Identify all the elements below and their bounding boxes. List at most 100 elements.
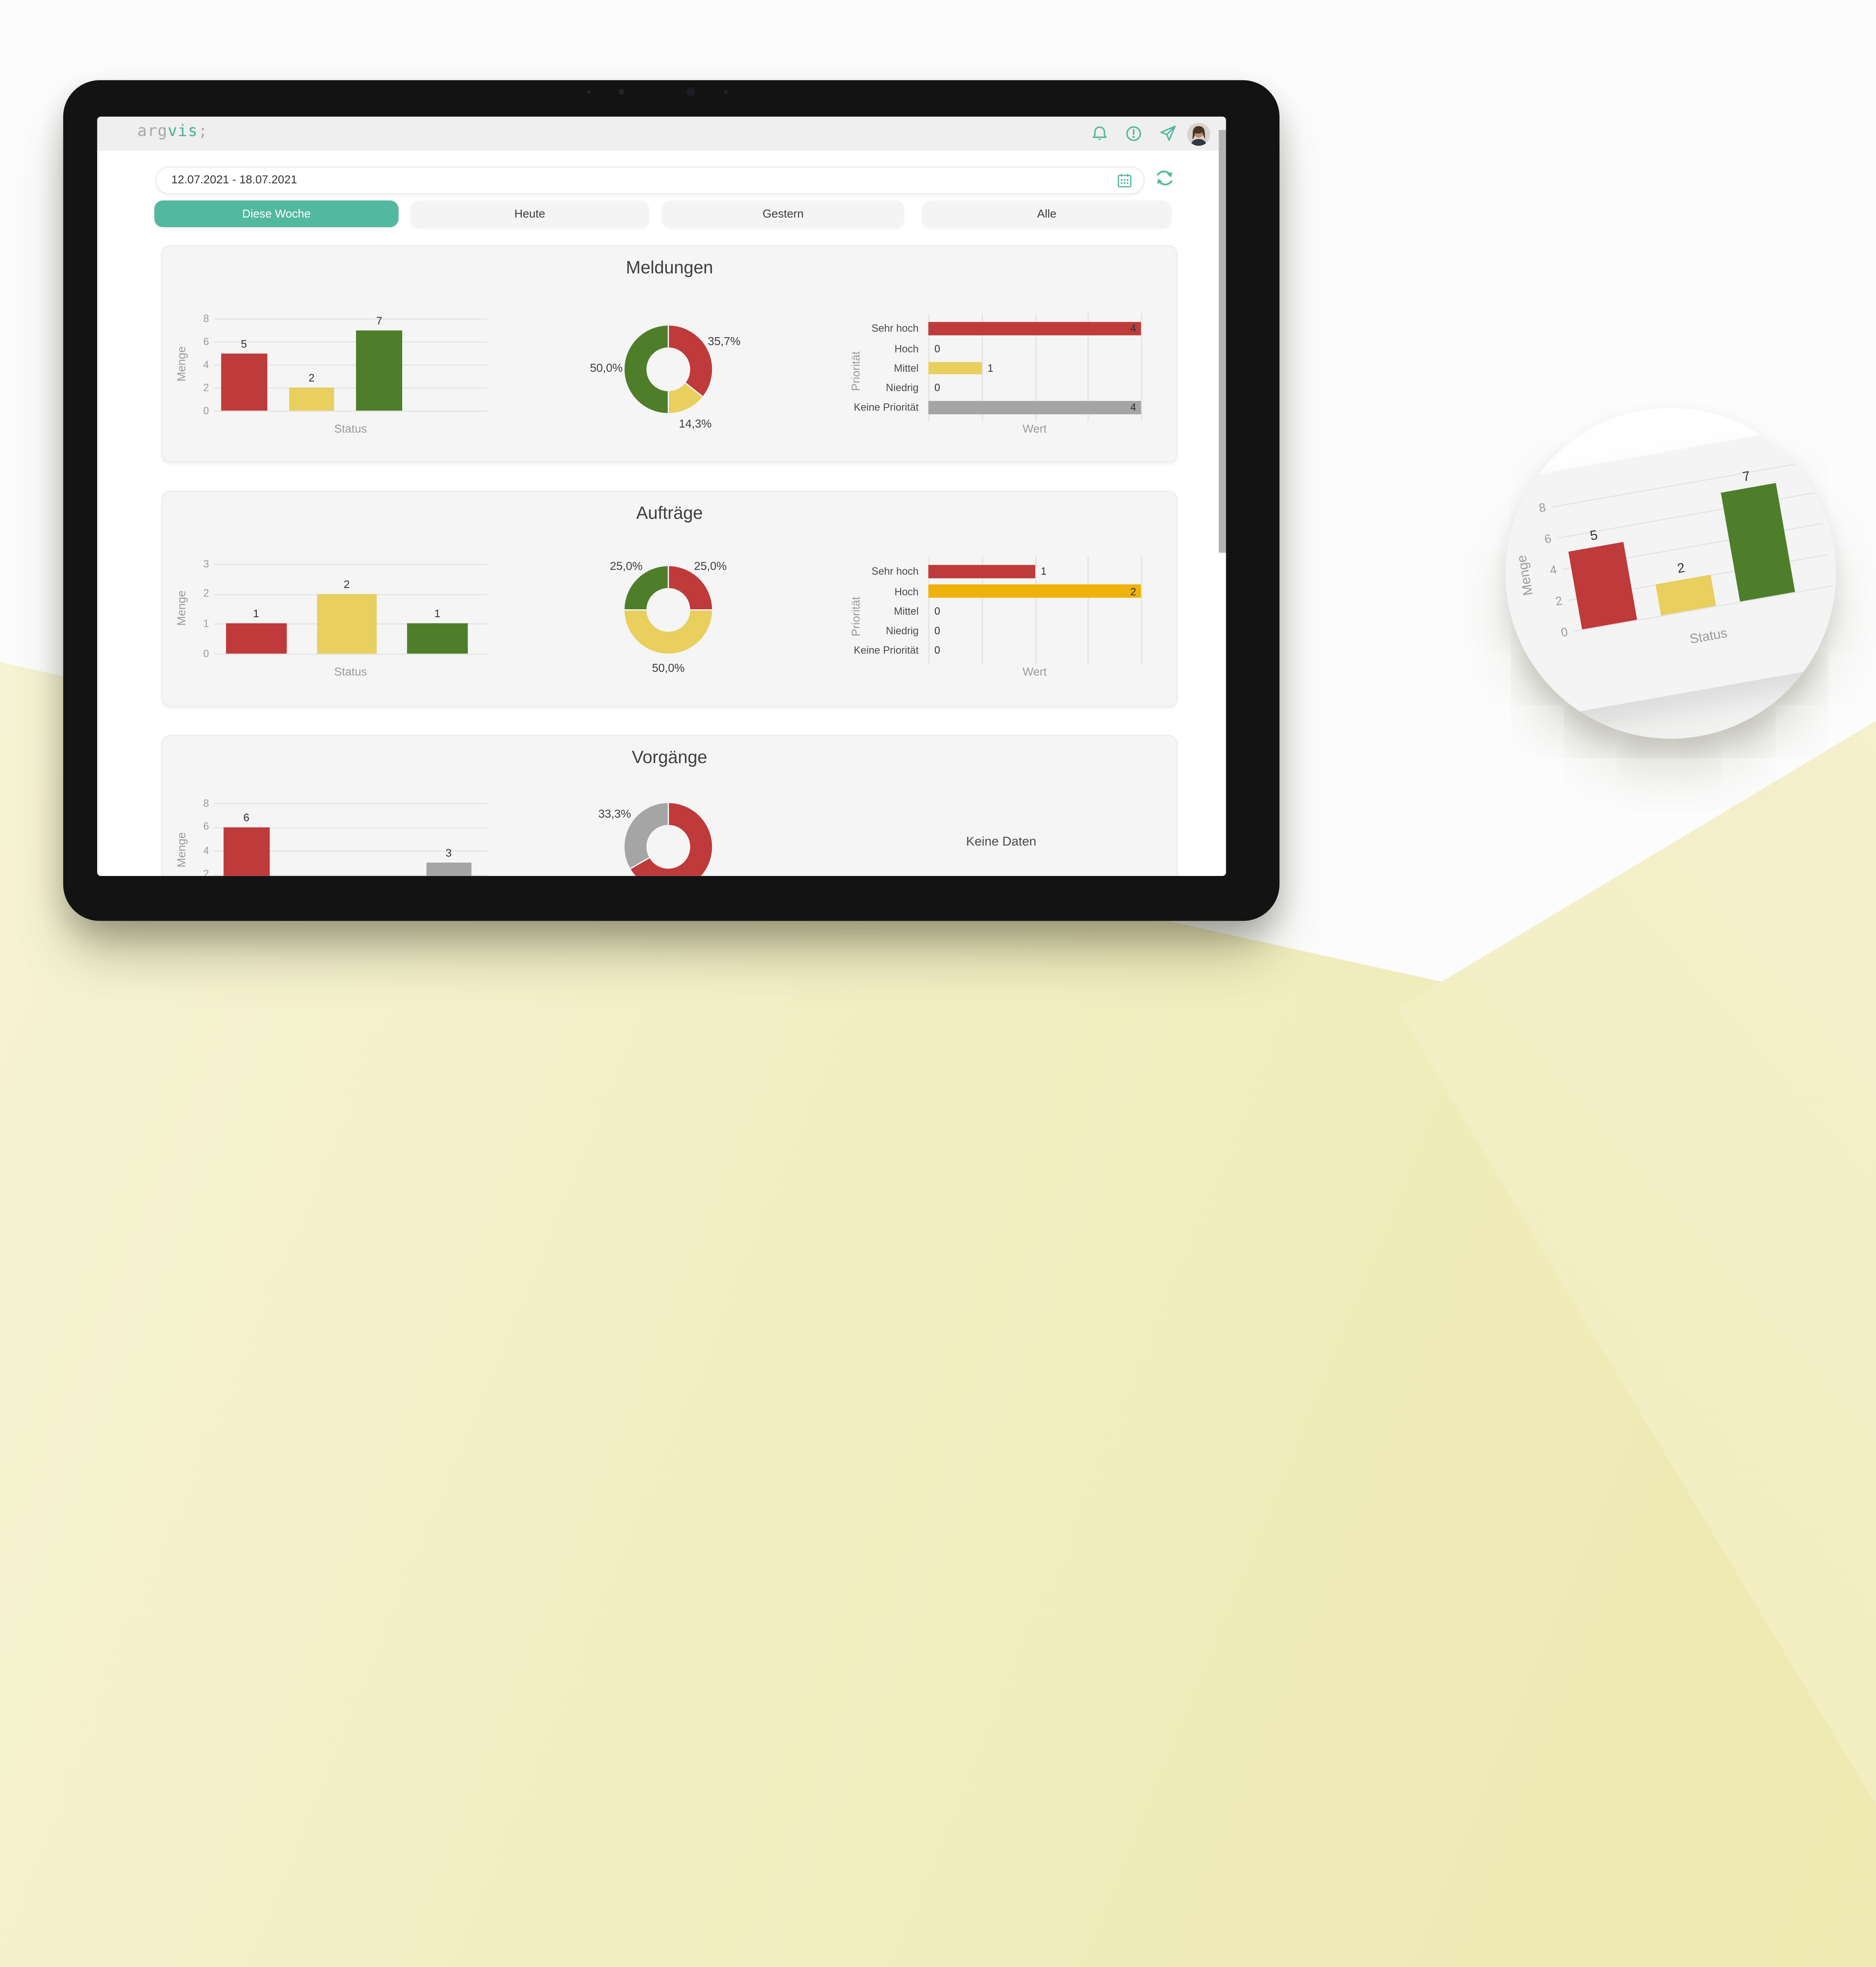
hbar-category-label: Hoch [894,585,919,598]
hbar-category-label: Keine Priorität [854,401,919,414]
donut-label: 35,7% [708,335,741,349]
hbar-category-label: Sehr hoch [871,565,919,578]
y-tick-label: 6 [203,820,209,832]
hbar-value-label: 4 [1130,322,1136,335]
hbar-category-label: Niedrig [886,381,919,394]
send-icon[interactable] [1159,125,1176,142]
gridline [214,850,488,852]
x-axis-label: Status [334,423,367,436]
bar-value-label: 7 [376,314,383,326]
y-tick-label: 2 [203,867,209,876]
y-tick-label: 4 [203,843,209,856]
app-logo: argvis; [137,123,208,141]
date-range-input[interactable]: 12.07.2021 - 18.07.2021 [155,166,1145,195]
bar [316,593,377,654]
gridline [214,563,488,565]
camera-dot-icon [587,90,591,94]
gridline [214,874,488,876]
hbar-category-label: Hoch [894,342,919,354]
hbar-category-label: Niedrig [886,624,919,637]
y-tick-label: 2 [203,587,209,599]
bar [356,330,402,411]
filter-button-gestern[interactable]: Gestern [662,200,904,228]
card-vorgaenge: Vorgänge 0246863MengeStatus33,3%Keine Da… [161,735,1177,876]
y-axis-label: Menge [175,346,189,382]
zoom-detail-card: 0 2 4 6 8 5 2 7 Menge Status [1505,423,1836,722]
card-auftraege: Aufträge 0 1 2 3 1 2 1 Menge Status 25,0% 50,0% 25,… [161,490,1177,707]
camera-lens-icon [686,87,695,96]
bar-value-label: 6 [243,811,250,823]
refresh-button[interactable] [1155,168,1175,188]
alert-icon[interactable] [1125,125,1142,142]
bar [1656,575,1716,616]
donut-segment [667,381,704,415]
bar [1721,483,1795,602]
scrollbar-thumb[interactable] [1219,130,1226,553]
hbar-category-label: Sehr hoch [871,322,919,335]
zoom-detail-bubble: 0 2 4 6 8 5 2 7 Menge Status [1505,408,1836,739]
gridline [1087,556,1089,664]
filter-button-diese-woche[interactable]: Diese Woche [154,200,399,228]
hbar-value-label: 4 [1130,401,1136,414]
gridline [1034,556,1036,664]
donut-label: 50,0% [590,362,623,375]
camera-dot-icon [724,90,728,94]
bar-value-label: 1 [253,608,259,620]
gridline [214,341,488,343]
card-title: Meldungen [626,258,713,278]
gridline [981,313,983,421]
stage: argvis; [0,80,1876,1967]
hbar-bar [928,361,982,375]
user-avatar[interactable] [1187,122,1210,145]
gridline [1034,313,1036,421]
hbar-value-label: 1 [987,362,994,374]
hbar-category-label: Keine Priorität [854,644,919,657]
no-data-label: Keine Daten [966,834,1037,849]
y-tick-label: 0 [1560,625,1569,640]
hbar-value-label: 0 [934,624,940,637]
card-title: Aufträge [636,504,703,524]
y-axis-label: Menge [175,832,189,868]
y-tick-label: 3 [203,557,209,569]
calendar-icon[interactable] [1117,173,1132,188]
y-tick-label: 0 [203,647,209,659]
filter-button-alle[interactable]: Alle [922,200,1172,228]
x-axis-label: Status [334,666,367,679]
topbar: argvis; [97,116,1226,152]
y-axis-label: Priorität [850,596,864,637]
donut-label: 50,0% [652,662,685,676]
gridline [1141,313,1142,421]
bar [426,862,472,876]
bell-icon[interactable] [1091,125,1108,142]
card-title: Vorgänge [631,748,707,768]
gridline [214,653,488,655]
hbar-category-label: Mittel [894,362,919,374]
y-tick-label: 6 [203,335,209,347]
y-axis-label: Priorität [850,351,864,391]
bar-value-label: 2 [343,578,350,590]
hbar-value-label: 1 [1040,565,1047,578]
hbar-bar [928,585,1141,598]
date-range-value: 12.07.2021 - 18.07.2021 [171,173,297,187]
gridline [1141,556,1142,664]
y-tick-label: 2 [203,380,209,393]
hbar-value-label: 0 [934,381,940,394]
bar [221,353,267,411]
hbar-category-label: Mittel [894,605,919,617]
filter-button-heute[interactable]: Heute [411,200,649,228]
gridline [214,803,488,804]
donut-label: 25,0% [694,560,727,574]
bar [288,387,335,411]
bar [407,623,468,654]
x-axis-label: Wert [1022,423,1047,436]
hbar-bar [928,322,1141,335]
bar-value-label: 5 [240,337,247,350]
gridline [928,556,930,664]
hbar-value-label: 2 [1130,585,1136,598]
gridline [214,364,488,366]
bar-value-label: 3 [446,846,452,859]
bar [1568,542,1637,630]
gridline [214,410,488,412]
x-axis-label: Status [1688,626,1729,648]
tablet-mockup: argvis; [63,80,1280,921]
